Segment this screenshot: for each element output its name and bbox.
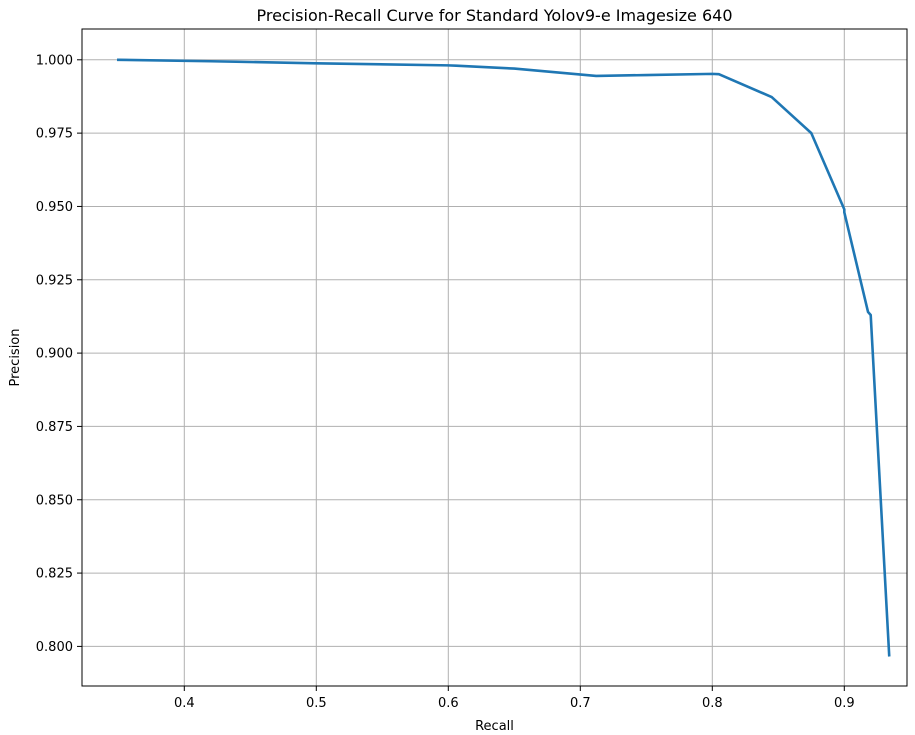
y-tick-label: 0.800 [36,640,73,655]
y-tick-label: 0.925 [36,273,73,288]
x-tick-label: 0.6 [438,696,459,711]
y-axis-label: Precision [8,328,23,386]
x-tick-label: 0.4 [174,696,195,711]
y-tick-label: 0.825 [36,567,73,582]
y-tick-label: 0.950 [36,200,73,215]
y-tick-label: 0.975 [36,127,73,142]
plot-frame [81,28,908,687]
ticks-layer: 0.4 0.5 0.6 0.7 0.8 0.9 0.800 0.825 0.850 0.875 0.… [36,53,855,711]
x-tick-label: 0.8 [702,696,723,711]
y-tick-label: 0.900 [36,347,73,362]
y-tick-label: 0.850 [36,493,73,508]
chart-title: Precision-Recall Curve for Standard Yolo… [256,6,732,25]
y-tick-label: 1.000 [36,53,73,68]
pr-curve-line [116,58,891,657]
grid-layer [82,29,907,686]
x-axis-label: Recall [475,719,514,734]
x-tick-label: 0.5 [306,696,327,711]
x-tick-label: 0.9 [834,696,855,711]
y-tick-label: 0.875 [36,420,73,435]
x-tick-label: 0.7 [570,696,591,711]
series-layer [116,58,891,657]
